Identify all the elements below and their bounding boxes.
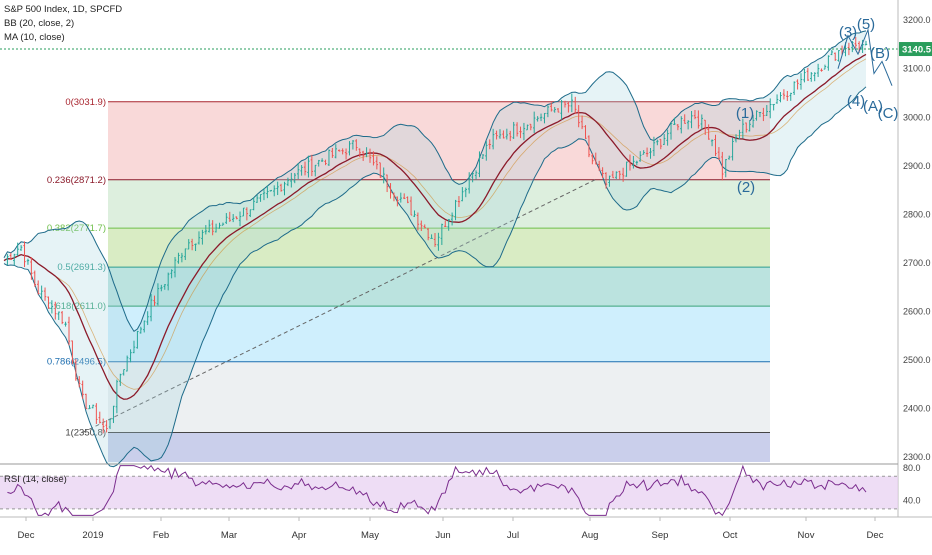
y-tick-label: 2600.0 bbox=[903, 306, 931, 316]
x-tick-label: Apr bbox=[292, 530, 307, 541]
elliott-label: (4) bbox=[847, 93, 865, 110]
x-tick-label: Nov bbox=[798, 530, 815, 541]
fib-band bbox=[108, 101, 770, 180]
elliott-label: (2) bbox=[737, 179, 755, 196]
elliott-label: (1) bbox=[736, 105, 754, 122]
rsi-legend[interactable]: RSI (14, close) bbox=[4, 474, 67, 485]
bb-basis-line bbox=[3, 58, 867, 390]
price-badge bbox=[899, 42, 932, 57]
fib-label: 0.786(2496.5) bbox=[47, 357, 106, 368]
x-tick-label: Oct bbox=[723, 530, 738, 541]
fib-band bbox=[108, 361, 770, 433]
x-tick-label: May bbox=[361, 530, 379, 541]
rsi-tick-label: 80.0 bbox=[903, 463, 921, 473]
x-tick-label: Dec bbox=[18, 530, 35, 541]
elliott-label: (5) bbox=[857, 16, 875, 33]
chart-title: S&P 500 Index, 1D, SPCFD bbox=[4, 4, 123, 15]
x-tick-label: Sep bbox=[652, 530, 669, 541]
x-tick-label: Dec bbox=[867, 530, 884, 541]
fib-label: 0(3031.9) bbox=[65, 97, 106, 108]
fib-band bbox=[108, 228, 770, 268]
x-tick-label: 2019 bbox=[82, 530, 103, 541]
fib-band bbox=[108, 432, 770, 462]
fib-label: 0.618(2611.0) bbox=[48, 301, 106, 312]
elliott-wave-path bbox=[837, 27, 893, 86]
elliott-label: (C) bbox=[878, 105, 899, 122]
y-tick-label: 2900.0 bbox=[903, 161, 931, 171]
ma-line bbox=[3, 53, 867, 400]
fib-band bbox=[108, 306, 770, 362]
elliott-label: (B) bbox=[870, 45, 890, 62]
rsi-line bbox=[7, 464, 867, 517]
y-tick-label: 2400.0 bbox=[903, 404, 931, 414]
rsi-tick-label: 40.0 bbox=[903, 496, 921, 506]
elliott-label: (3) bbox=[839, 24, 857, 41]
price-badge-label: 3140.5 bbox=[902, 45, 932, 56]
x-tick-label: Jul bbox=[507, 530, 519, 541]
fib-label: 0.5(2691.3) bbox=[57, 262, 106, 273]
fib-band bbox=[108, 179, 770, 229]
x-tick-label: Mar bbox=[221, 530, 237, 541]
fib-label: 1(2350.8) bbox=[65, 427, 106, 438]
y-tick-label: 3100.0 bbox=[903, 64, 931, 74]
fib-band bbox=[108, 267, 770, 307]
y-tick-label: 2700.0 bbox=[903, 258, 931, 268]
y-tick-label: 3200.0 bbox=[903, 15, 931, 25]
x-tick-label: Jun bbox=[435, 530, 450, 541]
rsi-band bbox=[0, 476, 898, 509]
fib-label: 0.236(2871.2) bbox=[47, 175, 106, 186]
x-tick-label: Aug bbox=[582, 530, 599, 541]
y-tick-label: 2300.0 bbox=[903, 452, 931, 462]
elliott-label: (A) bbox=[863, 98, 883, 115]
ma-legend[interactable]: MA (10, close) bbox=[4, 32, 65, 43]
bb-legend[interactable]: BB (20, close, 2) bbox=[4, 18, 75, 29]
x-tick-label: Feb bbox=[153, 530, 169, 541]
fib-label: 0.382(2771.7) bbox=[47, 223, 106, 234]
y-tick-label: 2800.0 bbox=[903, 209, 931, 219]
y-tick-label: 2500.0 bbox=[903, 355, 931, 365]
bb-upper-line bbox=[3, 30, 867, 333]
y-tick-label: 3000.0 bbox=[903, 112, 931, 122]
